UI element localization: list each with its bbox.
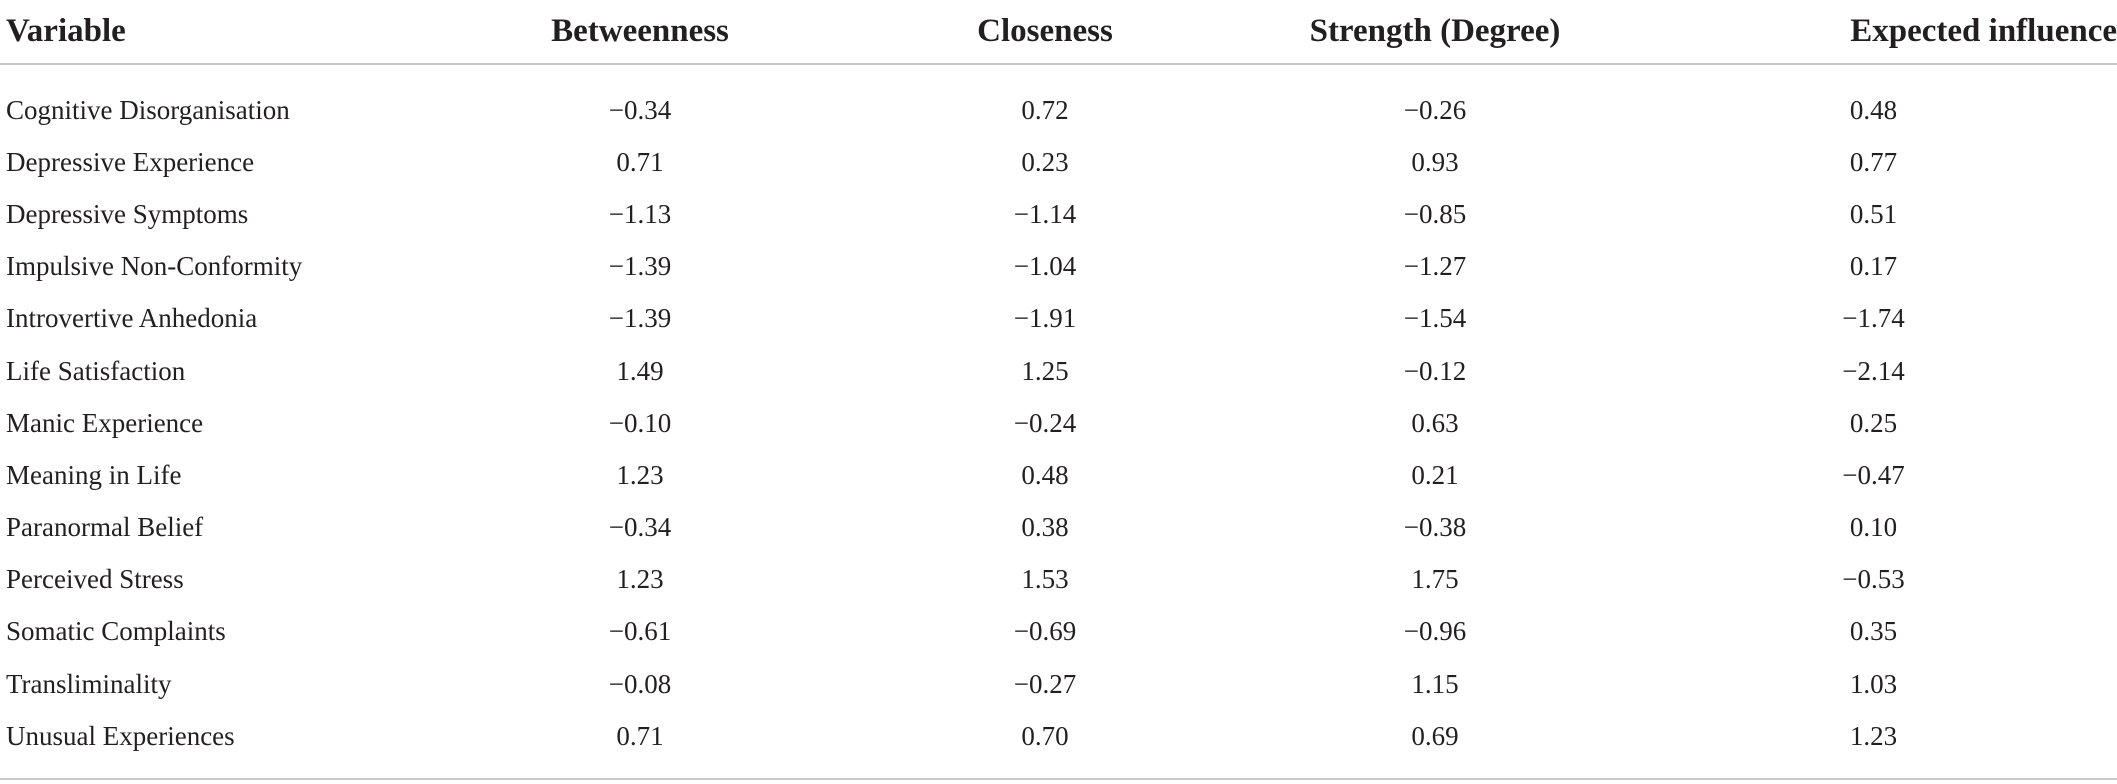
- header-strength: Strength (Degree): [1240, 0, 1630, 65]
- table-row: Depressive Symptoms −1.13 −1.14 −0.85 0.51: [0, 188, 2117, 240]
- cell-closeness: −1.14: [1013, 198, 1077, 229]
- cell-betweenness: −0.34: [608, 512, 672, 543]
- cell-variable: Depressive Symptoms: [6, 198, 249, 229]
- header-closeness: Closeness: [850, 0, 1240, 65]
- table-row: Perceived Stress 1.23 1.53 1.75 −0.53: [0, 554, 2117, 606]
- cell-strength: −0.12: [1403, 355, 1467, 386]
- cell-strength: 0.63: [1411, 407, 1459, 438]
- cell-variable: Cognitive Disorganisation: [6, 94, 290, 125]
- cell-variable: Paranormal Belief: [6, 512, 204, 543]
- table-row: Transliminality −0.08 −0.27 1.15 1.03: [0, 658, 2117, 710]
- cell-strength: 0.69: [1411, 720, 1459, 751]
- cell-closeness: −0.27: [1013, 668, 1077, 699]
- cell-variable: Manic Experience: [6, 407, 204, 438]
- cell-strength: 0.93: [1411, 146, 1459, 177]
- header-variable: Variable: [0, 0, 430, 65]
- cell-strength: 1.15: [1411, 668, 1459, 699]
- cell-strength: −1.27: [1403, 251, 1467, 282]
- cell-expected-influence: 0.48: [1849, 94, 1898, 125]
- cell-betweenness: −0.34: [608, 94, 672, 125]
- table-row: Impulsive Non-Conformity −1.39 −1.04 −1.27 0…: [0, 241, 2117, 293]
- cell-betweenness: −1.39: [608, 303, 672, 334]
- table-row: Paranormal Belief −0.34 0.38 −0.38 0.10: [0, 502, 2117, 554]
- cell-closeness: 1.25: [1021, 355, 1069, 386]
- cell-closeness: 0.70: [1021, 720, 1069, 751]
- cell-closeness: −0.24: [1013, 407, 1077, 438]
- table-row: Life Satisfaction 1.49 1.25 −0.12 −2.14: [0, 345, 2117, 397]
- cell-strength: −0.85: [1403, 198, 1467, 229]
- cell-expected-influence: 0.17: [1849, 251, 1898, 282]
- header-expected-influence: Expected influence: [1630, 0, 2117, 65]
- table-row: Somatic Complaints −0.61 −0.69 −0.96 0.35: [0, 606, 2117, 658]
- cell-betweenness: −0.08: [608, 668, 672, 699]
- cell-expected-influence: 0.77: [1849, 146, 1898, 177]
- cell-strength: −0.96: [1403, 616, 1467, 647]
- table-row: Unusual Experiences 0.71 0.70 0.69 1.23: [0, 710, 2117, 772]
- cell-strength: −1.54: [1403, 303, 1467, 334]
- cell-betweenness: 0.71: [616, 720, 664, 751]
- cell-expected-influence: −0.53: [1842, 564, 1905, 595]
- cell-closeness: 0.48: [1021, 459, 1069, 490]
- cell-variable: Depressive Experience: [6, 146, 255, 177]
- cell-strength: 0.21: [1411, 459, 1459, 490]
- cell-betweenness: −0.61: [608, 616, 672, 647]
- cell-closeness: −0.69: [1013, 616, 1077, 647]
- table-row: Meaning in Life 1.23 0.48 0.21 −0.47: [0, 449, 2117, 501]
- cell-variable: Transliminality: [6, 668, 172, 699]
- table-row: Depressive Experience 0.71 0.23 0.93 0.77: [0, 136, 2117, 188]
- cell-betweenness: −0.10: [608, 407, 672, 438]
- cell-closeness: 0.23: [1021, 146, 1069, 177]
- cell-variable: Meaning in Life: [6, 459, 182, 490]
- cell-variable: Introvertive Anhedonia: [6, 303, 258, 334]
- cell-variable: Perceived Stress: [6, 564, 184, 595]
- cell-closeness: 0.72: [1021, 94, 1069, 125]
- cell-expected-influence: 0.25: [1849, 407, 1898, 438]
- table-header: Variable Betweenness Closeness Strength …: [0, 0, 2117, 65]
- cell-variable: Impulsive Non-Conformity: [6, 251, 303, 282]
- cell-strength: −0.26: [1403, 94, 1467, 125]
- cell-betweenness: 0.71: [616, 146, 664, 177]
- table-row: Manic Experience −0.10 −0.24 0.63 0.25: [0, 397, 2117, 449]
- cell-expected-influence: 1.23: [1849, 720, 1898, 751]
- cell-closeness: −1.04: [1013, 251, 1077, 282]
- cell-expected-influence: 0.51: [1849, 198, 1898, 229]
- table-row: Introvertive Anhedonia −1.39 −1.91 −1.54 −1.…: [0, 293, 2117, 345]
- cell-expected-influence: 0.35: [1849, 616, 1898, 647]
- cell-variable: Life Satisfaction: [6, 355, 186, 386]
- cell-variable: Somatic Complaints: [6, 616, 226, 647]
- cell-expected-influence: −0.47: [1842, 459, 1905, 490]
- cell-betweenness: 1.23: [616, 564, 664, 595]
- header-row: Variable Betweenness Closeness Strength …: [0, 0, 2117, 65]
- cell-betweenness: 1.49: [616, 355, 664, 386]
- cell-variable: Unusual Experiences: [6, 720, 235, 751]
- cell-closeness: −1.91: [1013, 303, 1077, 334]
- cell-betweenness: −1.39: [608, 251, 672, 282]
- cell-expected-influence: 0.10: [1849, 512, 1898, 543]
- cell-strength: 1.75: [1411, 564, 1459, 595]
- cell-betweenness: 1.23: [616, 459, 664, 490]
- table-bottom-rule: [0, 778, 2117, 780]
- table-row: Cognitive Disorganisation −0.34 0.72 −0.26 0…: [0, 64, 2117, 136]
- cell-betweenness: −1.13: [608, 198, 672, 229]
- cell-expected-influence: 1.03: [1849, 668, 1898, 699]
- cell-expected-influence: −1.74: [1842, 303, 1905, 334]
- header-betweenness: Betweenness: [430, 0, 850, 65]
- cell-closeness: 0.38: [1021, 512, 1069, 543]
- cell-expected-influence: −2.14: [1842, 355, 1905, 386]
- cell-closeness: 1.53: [1021, 564, 1069, 595]
- table-body: Cognitive Disorganisation −0.34 0.72 −0.26 0…: [0, 64, 2117, 772]
- cell-strength: −0.38: [1403, 512, 1467, 543]
